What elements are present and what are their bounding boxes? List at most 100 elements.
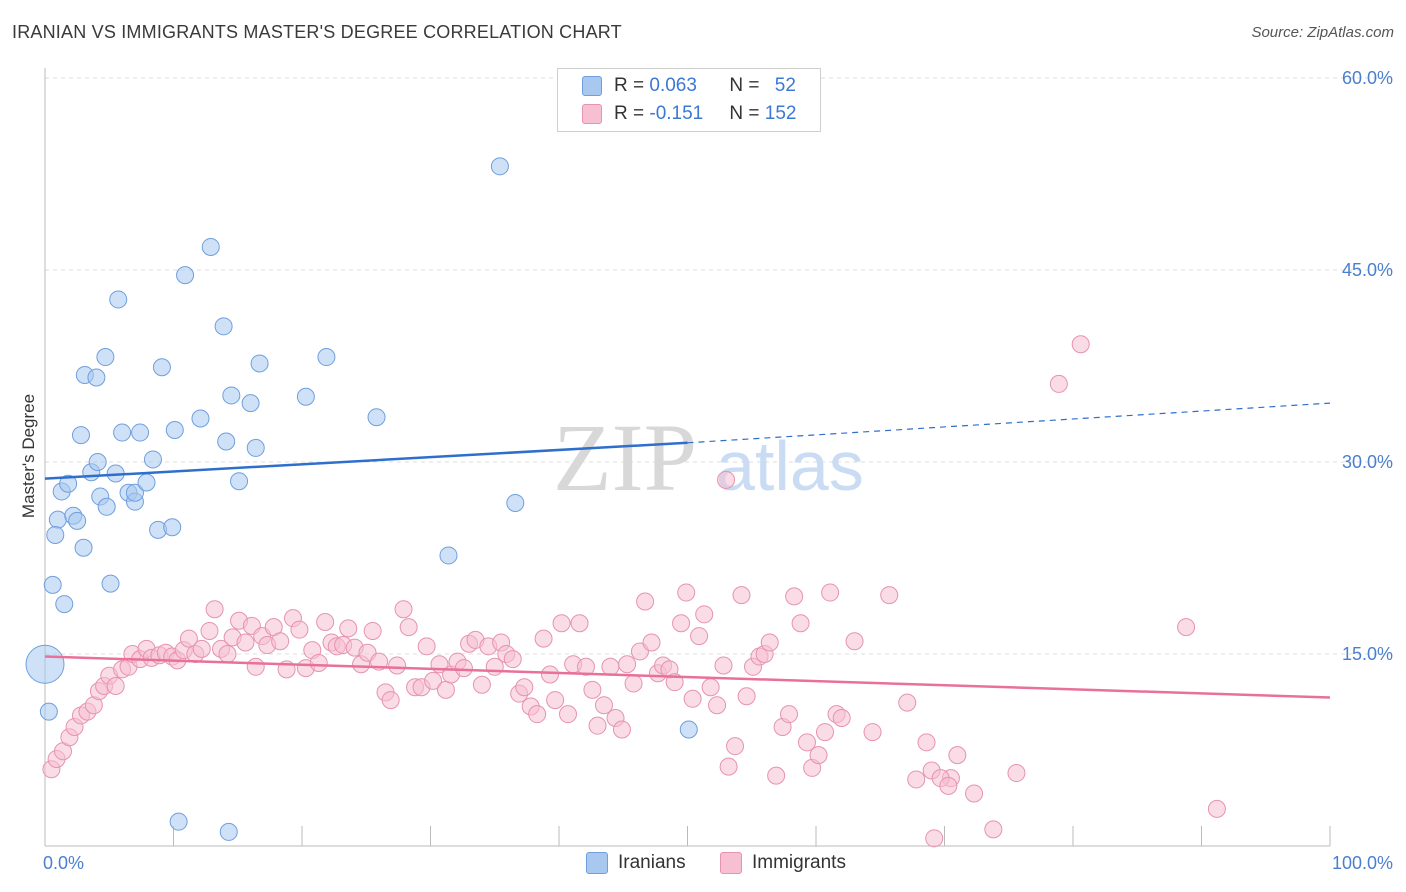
- iranians-point: [137, 473, 156, 492]
- y-tick-label: 60.0%: [1342, 68, 1393, 88]
- immigrants-point: [1007, 764, 1026, 783]
- iranians-point: [71, 426, 90, 445]
- immigrants-point: [618, 655, 637, 674]
- trend-lines: [44, 402, 1331, 699]
- iranians-point: [222, 386, 241, 405]
- iranians-point: [143, 450, 162, 469]
- immigrants-point: [309, 653, 328, 672]
- immigrants-point: [200, 621, 219, 640]
- iranians-point: [176, 266, 195, 285]
- iranians-point: [214, 317, 233, 336]
- immigrants-point: [948, 746, 967, 765]
- iranians-point: [439, 546, 458, 565]
- iranians-point: [217, 432, 236, 451]
- iranians-point: [109, 290, 128, 309]
- immigrants-point: [714, 656, 733, 675]
- immigrants-point: [394, 600, 413, 619]
- immigrants-point: [601, 657, 620, 676]
- immigrants-point: [683, 689, 702, 708]
- immigrants-point: [271, 632, 290, 651]
- immigrants-point: [316, 613, 335, 631]
- immigrants-point: [809, 746, 828, 765]
- legend-r-value: -0.151: [649, 103, 704, 124]
- iranians-point: [246, 438, 265, 457]
- bottom-legend-label: Immigrants: [752, 852, 846, 873]
- immigrants-point: [417, 637, 436, 656]
- iranians-point: [367, 408, 386, 427]
- iranians-point: [317, 348, 336, 367]
- iranians-point: [201, 237, 220, 256]
- legend-row-immigrants: R = -0.151 N = 152: [582, 101, 796, 127]
- iranians-point: [68, 511, 87, 530]
- immigrants-point: [642, 633, 661, 652]
- iranians-point: [25, 644, 65, 684]
- immigrants-point: [1177, 618, 1196, 637]
- iranians-point: [101, 574, 120, 593]
- immigrants-point: [472, 675, 491, 694]
- immigrants-point: [821, 583, 840, 602]
- immigrants-point: [552, 614, 571, 633]
- iranians-point: [230, 472, 249, 491]
- immigrants-point: [717, 470, 736, 489]
- immigrants-point: [719, 757, 738, 776]
- immigrants-point: [785, 587, 804, 606]
- iranians-trend-extension: [687, 402, 1331, 444]
- legend-r-label: R =: [614, 75, 650, 96]
- iranians-point: [113, 423, 132, 442]
- immigrants-point: [939, 776, 958, 795]
- immigrants-point: [863, 723, 882, 742]
- immigrants-trend-line: [44, 655, 1331, 699]
- legend-row-iranians: R = 0.063 N = 52: [582, 73, 796, 99]
- immigrants-point: [624, 674, 643, 693]
- iranians-point: [46, 525, 65, 544]
- immigrants-point: [672, 614, 691, 633]
- x-tick-label: 0.0%: [43, 853, 84, 873]
- immigrants-point: [528, 705, 547, 724]
- immigrants-point: [780, 705, 799, 724]
- iranians-point: [152, 358, 171, 377]
- immigrants-point: [732, 586, 751, 605]
- watermark-zip: ZIP: [553, 404, 697, 511]
- immigrants-point: [701, 678, 720, 697]
- iranians-point: [97, 497, 116, 516]
- iranians-point: [87, 368, 106, 387]
- iranians-trend-line: [44, 441, 688, 480]
- iranians-point: [96, 348, 115, 367]
- immigrants-point: [1049, 374, 1068, 393]
- legend-r-value: 0.063: [649, 75, 697, 96]
- iranians-point: [74, 538, 93, 557]
- immigrants-point: [791, 614, 810, 633]
- immigrants-point: [205, 600, 224, 619]
- immigrants-point: [381, 691, 400, 710]
- immigrants-point: [612, 720, 631, 739]
- iranians-point: [165, 421, 184, 439]
- immigrants-point: [236, 633, 255, 652]
- iranians-point: [169, 812, 188, 831]
- immigrants-point: [984, 820, 1003, 839]
- immigrants-point: [218, 645, 237, 663]
- iranians-point: [679, 720, 698, 739]
- iranians-point: [219, 822, 238, 841]
- tick-labels: 15.0% 30.0% 45.0% 60.0% 0.0% 100.0%: [43, 68, 1393, 873]
- y-axis-label: Master's Degree: [19, 394, 38, 518]
- immigrants-point: [363, 621, 382, 640]
- immigrants-point: [845, 632, 864, 651]
- immigrants-point: [588, 716, 607, 735]
- immigrants-point: [576, 657, 595, 676]
- iranians-point: [88, 453, 107, 471]
- y-tick-label: 15.0%: [1342, 644, 1393, 664]
- immigrants-point: [726, 737, 745, 756]
- immigrants-point: [708, 696, 727, 715]
- immigrants-point: [339, 619, 358, 638]
- iranians-point: [191, 409, 210, 428]
- immigrants-point: [546, 691, 565, 710]
- bottom-legend-label: Iranians: [618, 852, 686, 873]
- immigrants-point: [503, 650, 522, 669]
- bottom-legend: Iranians Immigrants: [0, 852, 1406, 878]
- iranians-point: [131, 423, 150, 442]
- watermark-atlas: atlas: [716, 427, 864, 505]
- immigrants-point: [246, 657, 265, 676]
- iranians-point: [39, 702, 58, 721]
- immigrants-point: [832, 709, 851, 727]
- immigrants-point: [695, 605, 714, 624]
